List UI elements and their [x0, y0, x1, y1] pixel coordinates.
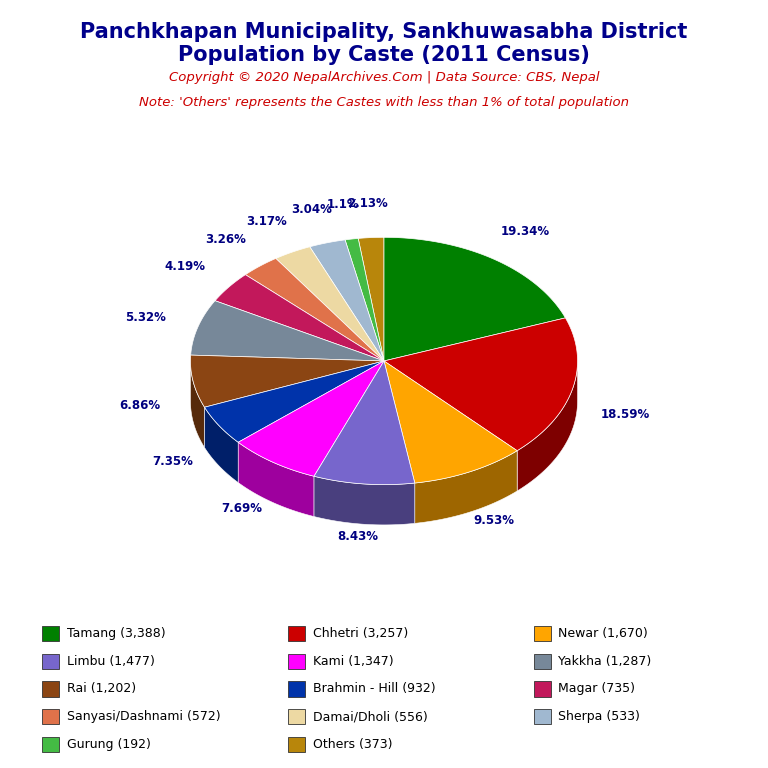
Polygon shape: [384, 318, 578, 451]
Polygon shape: [415, 451, 517, 523]
Text: Tamang (3,388): Tamang (3,388): [67, 627, 165, 640]
Polygon shape: [238, 442, 314, 517]
Text: 5.32%: 5.32%: [125, 311, 166, 324]
Polygon shape: [314, 476, 415, 525]
Text: 18.59%: 18.59%: [601, 409, 650, 422]
Text: 19.34%: 19.34%: [501, 224, 550, 237]
Polygon shape: [204, 407, 238, 482]
Text: Limbu (1,477): Limbu (1,477): [67, 655, 154, 667]
Text: 3.26%: 3.26%: [205, 233, 246, 246]
Text: 7.35%: 7.35%: [153, 455, 194, 468]
Text: 8.43%: 8.43%: [337, 530, 379, 543]
Text: 1.1%: 1.1%: [326, 198, 359, 211]
Text: Rai (1,202): Rai (1,202): [67, 683, 136, 695]
Text: 2.13%: 2.13%: [347, 197, 388, 210]
Text: Note: 'Others' represents the Castes with less than 1% of total population: Note: 'Others' represents the Castes wit…: [139, 96, 629, 109]
Polygon shape: [246, 259, 384, 361]
Text: Brahmin - Hill (932): Brahmin - Hill (932): [313, 683, 435, 695]
Text: Yakkha (1,287): Yakkha (1,287): [558, 655, 651, 667]
Polygon shape: [190, 301, 384, 361]
Text: Chhetri (3,257): Chhetri (3,257): [313, 627, 408, 640]
Text: 4.19%: 4.19%: [165, 260, 206, 273]
Text: Kami (1,347): Kami (1,347): [313, 655, 393, 667]
Polygon shape: [310, 240, 384, 361]
Polygon shape: [517, 361, 578, 491]
Text: 9.53%: 9.53%: [473, 515, 515, 528]
Text: 3.04%: 3.04%: [291, 204, 332, 216]
Polygon shape: [384, 237, 565, 361]
Text: Population by Caste (2011 Census): Population by Caste (2011 Census): [178, 45, 590, 65]
Text: Newar (1,670): Newar (1,670): [558, 627, 648, 640]
Polygon shape: [204, 361, 384, 442]
Text: Sherpa (533): Sherpa (533): [558, 710, 641, 723]
Polygon shape: [276, 247, 384, 361]
Polygon shape: [314, 361, 415, 485]
Text: Others (373): Others (373): [313, 738, 392, 750]
Polygon shape: [345, 238, 384, 361]
Polygon shape: [384, 361, 517, 483]
Text: Gurung (192): Gurung (192): [67, 738, 151, 750]
Polygon shape: [215, 275, 384, 361]
Polygon shape: [190, 355, 384, 407]
Polygon shape: [238, 361, 384, 476]
Text: 7.69%: 7.69%: [221, 502, 263, 515]
Text: Magar (735): Magar (735): [558, 683, 635, 695]
Text: Damai/Dholi (556): Damai/Dholi (556): [313, 710, 427, 723]
Text: 6.86%: 6.86%: [119, 399, 161, 412]
Text: Sanyasi/Dashnami (572): Sanyasi/Dashnami (572): [67, 710, 220, 723]
Text: Panchkhapan Municipality, Sankhuwasabha District: Panchkhapan Municipality, Sankhuwasabha …: [81, 22, 687, 41]
Text: Copyright © 2020 NepalArchives.Com | Data Source: CBS, Nepal: Copyright © 2020 NepalArchives.Com | Dat…: [169, 71, 599, 84]
Text: 3.17%: 3.17%: [247, 215, 287, 228]
Polygon shape: [358, 237, 384, 361]
Polygon shape: [190, 362, 204, 448]
